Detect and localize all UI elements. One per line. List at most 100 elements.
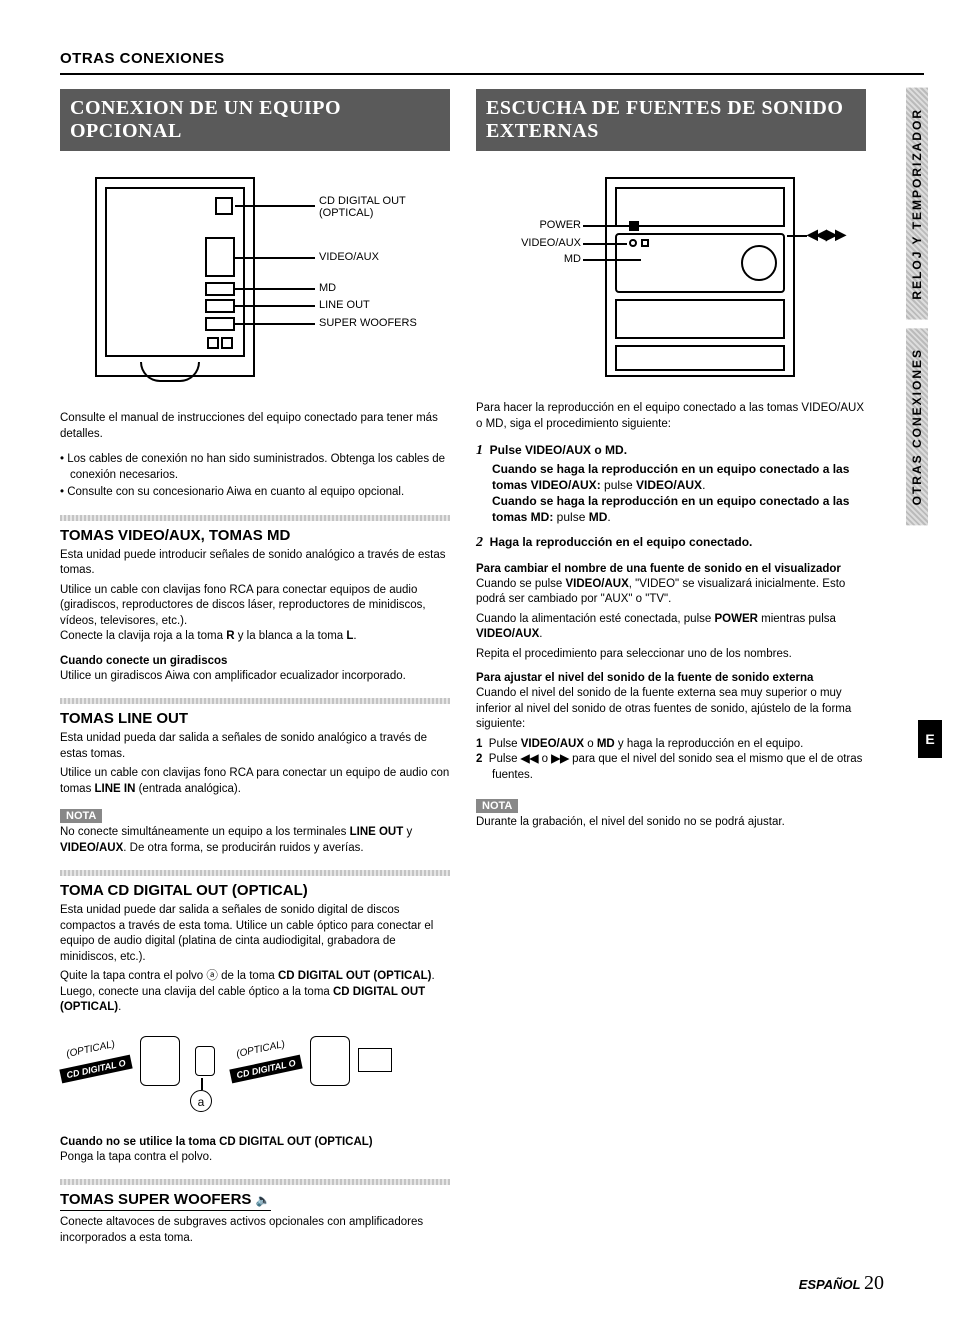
t: R xyxy=(226,630,234,642)
left-diagram: CD DIGITAL OUT (OPTICAL) VIDEO/AUX MD LI… xyxy=(85,167,425,397)
nota-badge: NOTA xyxy=(476,799,518,813)
footer: ESPAÑOL 20 xyxy=(799,1272,884,1295)
sec1-heading: TOMAS VIDEO/AUX, TOMAS MD xyxy=(60,527,290,544)
t: o xyxy=(538,753,551,765)
t: (entrada analógica). xyxy=(135,783,240,795)
t: mientras pulsa xyxy=(758,613,836,625)
t: Pulse xyxy=(489,753,521,765)
side-tab-bottom: OTRAS CONEXIONES xyxy=(906,328,928,525)
sec3-p1b: Quite la tapa contra el polvo ⓐ de la to… xyxy=(60,969,450,1016)
footer-label: ESPAÑOL xyxy=(799,1277,861,1292)
sec4-p1: Conecte altavoces de subgraves activos o… xyxy=(60,1215,450,1246)
sec1-subhead: Cuando conecte un giradiscos xyxy=(60,655,450,667)
para1-t2: Cuando la alimentación esté conectada, p… xyxy=(476,612,866,643)
left-bullet-1: • Los cables de conexión no han sido sum… xyxy=(60,452,450,483)
t: VIDEO/AUX xyxy=(636,478,702,492)
dia-label-power: POWER xyxy=(509,219,581,231)
e-tab: E xyxy=(918,720,942,758)
t: y haga la reproducción en el equipo. xyxy=(615,738,804,750)
t: No conecte simultáneamente un equipo a l… xyxy=(60,826,350,838)
optical-diagram: (OPTICAL) CD DIGITAL O (OPTICAL) CD DIGI… xyxy=(60,1026,400,1126)
t: Quite la tapa contra el polvo ⓐ de la to… xyxy=(60,970,278,982)
sec1-p1: Esta unidad puede introducir señales de … xyxy=(60,548,450,579)
sec1-p3: Utilice un giradiscos Aiwa con amplifica… xyxy=(60,669,450,685)
nota-badge: NOTA xyxy=(60,809,102,823)
step-num: 1 xyxy=(476,443,483,458)
side-tabs: RELOJ Y TEMPORIZADOR OTRAS CONEXIONES xyxy=(906,88,934,525)
step-1: 1 Pulse VIDEO/AUX o MD. Cuando se haga l… xyxy=(476,442,866,526)
bullet-text: Consulte con su concesionario Aiwa en cu… xyxy=(67,486,404,498)
t: POWER xyxy=(714,613,757,625)
para2-t1: Cuando el nivel del sonido de la fuente … xyxy=(476,686,866,733)
rule xyxy=(60,515,450,521)
dia-label-md: MD xyxy=(319,282,336,294)
left-column: CONEXION DE UN EQUIPO OPCIONAL CD DIGITA… xyxy=(60,89,450,1256)
rule xyxy=(60,698,450,704)
dia-label-md: MD xyxy=(509,253,581,265)
step-head: Pulse VIDEO/AUX o MD. xyxy=(490,443,627,457)
right-nota-text: Durante la grabación, el nivel del sonid… xyxy=(476,815,866,831)
t: ▶▶ xyxy=(551,753,569,765)
t: VIDEO/AUX xyxy=(566,578,629,590)
header-rule xyxy=(60,73,924,75)
t: . xyxy=(539,628,542,640)
para1-head: Para cambiar el nombre de una fuente de … xyxy=(476,563,866,575)
t: y la blanca a la toma xyxy=(235,630,347,642)
step-num: 2 xyxy=(476,535,483,550)
sec2-heading: TOMAS LINE OUT xyxy=(60,710,188,727)
para2-n2: 2 Pulse ◀◀ o ▶▶ para que el nivel del so… xyxy=(476,752,866,783)
t: . xyxy=(353,630,356,642)
t: TOMAS SUPER WOOFERS xyxy=(60,1191,251,1208)
rule xyxy=(60,870,450,876)
para2-head: Para ajustar el nivel del sonido de la f… xyxy=(476,672,866,684)
side-tab-top: RELOJ Y TEMPORIZADOR xyxy=(906,88,928,320)
step-2: 2 Haga la reproducción en el equipo cone… xyxy=(476,534,866,553)
bullet-text: Los cables de conexión no han sido sumin… xyxy=(67,453,445,481)
sec3-heading: TOMA CD DIGITAL OUT (OPTICAL) xyxy=(60,882,308,899)
t: MD xyxy=(589,510,608,524)
t: VIDEO/AUX xyxy=(60,842,123,854)
opt-label: (OPTICAL) xyxy=(65,1039,116,1060)
dia-label-sw: SUPER WOOFERS xyxy=(319,317,417,329)
para1-t3: Repita el procedimiento para seleccionar… xyxy=(476,647,866,663)
footer-page: 20 xyxy=(864,1272,884,1294)
t: MD xyxy=(597,738,615,750)
sec3-subhead: Cuando no se utilice la toma CD DIGITAL … xyxy=(60,1136,450,1148)
dia-label-videoaux: VIDEO/AUX xyxy=(509,237,581,249)
t: Cuando se haga la reproducción en un equ… xyxy=(492,494,849,524)
speaker-icon: 🔈 xyxy=(256,1193,271,1207)
dia-label-rewff: ◀◀,▶▶ xyxy=(807,227,844,242)
t: Cuando la alimentación esté conectada, p… xyxy=(476,613,714,625)
dia-label-cdout: CD DIGITAL OUT (OPTICAL) xyxy=(319,195,425,219)
sec1-p2: Utilice un cable con clavijas fono RCA p… xyxy=(60,583,450,645)
t: Utilice un cable con clavijas fono RCA p… xyxy=(60,584,426,627)
left-bullet-2: • Consulte con su concesionario Aiwa en … xyxy=(60,485,450,501)
t: pulse xyxy=(601,478,636,492)
step-head: Haga la reproducción en el equipo conect… xyxy=(490,535,753,549)
sec2-nota: No conecte simultáneamente un equipo a l… xyxy=(60,825,450,856)
dia-label-videoaux: VIDEO/AUX xyxy=(319,251,379,263)
right-column: ESCUCHA DE FUENTES DE SONIDO EXTERNAS PO… xyxy=(476,89,866,1256)
sec3-p2: Ponga la tapa contra el polvo. xyxy=(60,1150,450,1166)
t: o xyxy=(584,738,597,750)
t: VIDEO/AUX xyxy=(521,738,584,750)
rule xyxy=(60,1179,450,1185)
t: pulse xyxy=(553,510,588,524)
para1-t1: Cuando se pulse VIDEO/AUX, "VIDEO" se vi… xyxy=(476,577,866,608)
opt-label: (OPTICAL) xyxy=(235,1039,286,1060)
sec2-p1: Esta unidad pueda dar salida a señales d… xyxy=(60,731,450,762)
t: y xyxy=(403,826,412,838)
t: . De otra forma, se producirán ruidos y … xyxy=(123,842,363,854)
left-intro: Consulte el manual de instrucciones del … xyxy=(60,411,450,442)
t: Pulse xyxy=(489,738,521,750)
t: LINE IN xyxy=(95,783,136,795)
t: LINE OUT xyxy=(350,826,404,838)
page-header: OTRAS CONEXIONES xyxy=(60,50,924,67)
t: ◀◀ xyxy=(521,753,539,765)
t: Cuando se pulse xyxy=(476,578,566,590)
right-intro: Para hacer la reproducción en el equipo … xyxy=(476,401,866,432)
right-diagram: POWER VIDEO/AUX MD ◀◀,▶▶ xyxy=(501,167,841,387)
dia-label-lineout: LINE OUT xyxy=(319,299,370,311)
left-banner: CONEXION DE UN EQUIPO OPCIONAL xyxy=(60,89,450,151)
t: . xyxy=(607,510,610,524)
